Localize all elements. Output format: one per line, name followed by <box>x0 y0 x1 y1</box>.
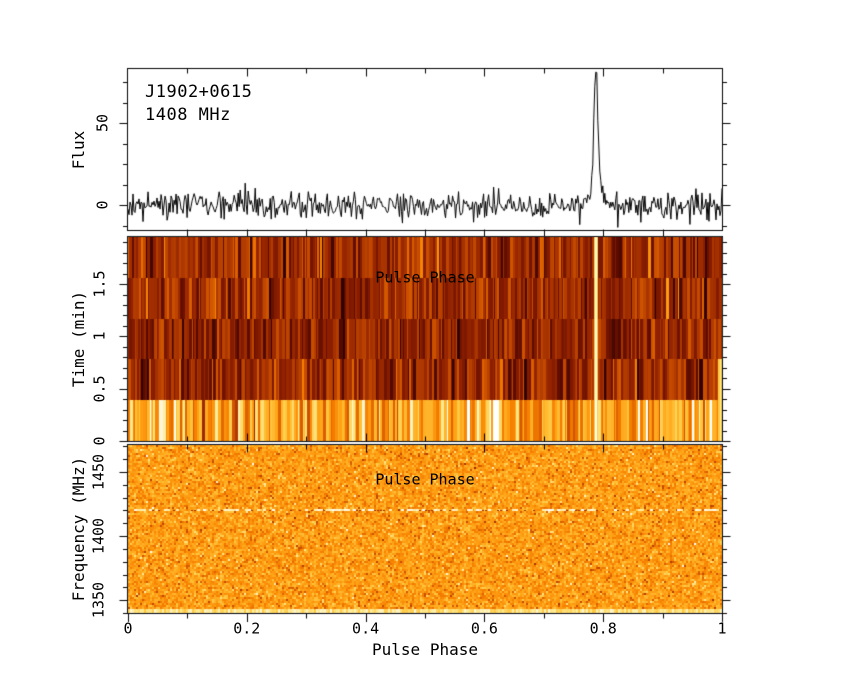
phase-xtick-label: 1 <box>717 619 727 638</box>
flux-axis-title: Flux <box>69 130 88 170</box>
freq-panel-inner-title: Pulse Phase <box>375 470 475 489</box>
phase-xtick-label: 0 <box>123 619 133 638</box>
phase-xtick-label: 0.2 <box>233 619 261 638</box>
frequency-ytick-label: 1450 <box>89 453 108 490</box>
time-axis-title: Time (min) <box>69 290 88 388</box>
frequency-ytick-label: 1350 <box>89 582 108 619</box>
frequency-axis-title: Frequency (MHz) <box>69 456 88 602</box>
frequency-ytick-label: 1400 <box>89 517 108 555</box>
time-panel-inner-title: Pulse Phase <box>375 268 475 287</box>
phase-xtick-label: 0.4 <box>352 619 380 638</box>
time-ytick-label: 1 <box>90 331 109 341</box>
phase-axis-title: Pulse Phase <box>372 640 478 659</box>
time-ytick-label: 0.5 <box>90 375 109 403</box>
phase-xtick-label: 0.8 <box>589 619 617 638</box>
phase-xtick-label: 0.6 <box>470 619 498 638</box>
time-ytick-label: 1.5 <box>90 270 109 298</box>
flux-ytick-label: 50 <box>93 114 112 133</box>
time-ytick-label: 0 <box>90 436 109 446</box>
pulsar-name-label: J1902+0615 <box>145 82 253 102</box>
obs-frequency-label: 1408 MHz <box>145 105 231 125</box>
flux-ytick-label: 0 <box>93 200 112 210</box>
